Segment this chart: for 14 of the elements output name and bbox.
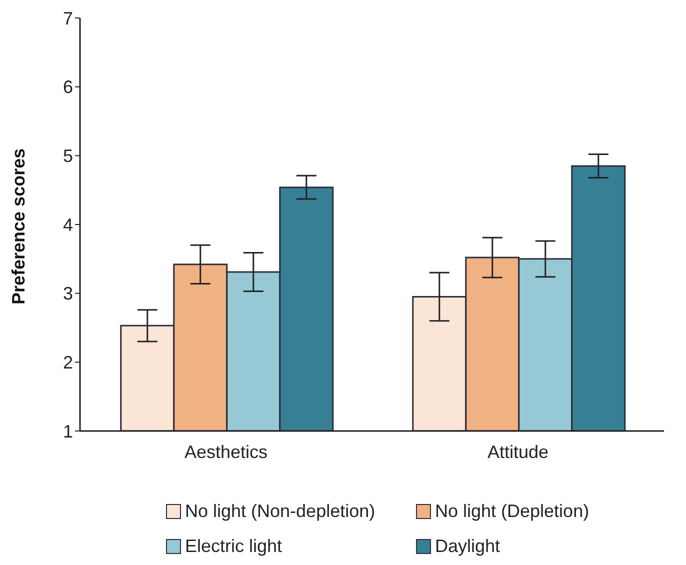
legend-label: No light (Non-depletion) (185, 501, 376, 522)
legend-label: No light (Depletion) (435, 501, 590, 522)
x-tick-label: Aesthetics (184, 442, 268, 462)
y-tick-label: 7 (62, 8, 73, 28)
y-tick-label: 2 (62, 352, 73, 373)
y-axis-title: Preference scores (8, 148, 28, 304)
y-tick-label: 6 (62, 77, 73, 98)
y-tick-label: 5 (62, 146, 73, 166)
y-tick-label: 3 (62, 284, 73, 304)
x-tick-label: Attitude (487, 442, 549, 462)
y-tick-label: 1 (62, 421, 73, 442)
legend-label: Electric light (185, 536, 282, 557)
y-tick-label: 4 (62, 214, 73, 235)
legend-label: Daylight (435, 536, 500, 557)
